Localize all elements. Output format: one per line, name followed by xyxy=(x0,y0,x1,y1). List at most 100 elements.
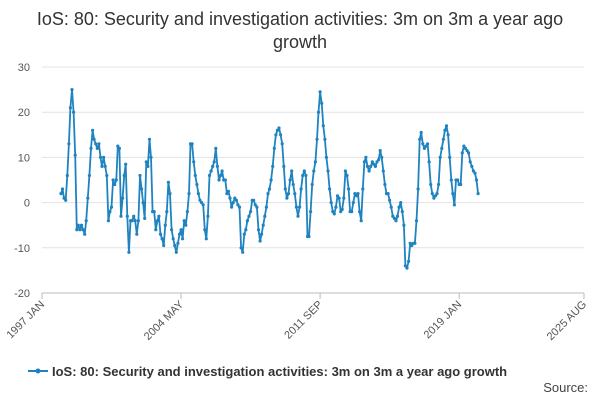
data-point xyxy=(75,228,79,232)
data-point xyxy=(116,144,120,148)
data-point xyxy=(182,219,186,223)
data-point xyxy=(225,192,229,196)
data-point xyxy=(283,187,287,191)
data-point xyxy=(127,250,131,254)
data-point xyxy=(271,164,275,168)
data-point xyxy=(286,192,291,196)
data-point xyxy=(136,219,140,223)
data-point xyxy=(114,178,118,182)
data-point xyxy=(378,149,382,153)
data-point xyxy=(256,228,261,232)
data-point xyxy=(377,158,381,162)
data-point xyxy=(448,155,452,159)
data-point xyxy=(62,196,66,200)
data-point xyxy=(135,232,139,236)
data-point xyxy=(337,196,341,200)
data-point xyxy=(323,137,327,141)
data-point xyxy=(285,196,289,200)
data-point xyxy=(245,219,249,223)
data-point xyxy=(196,192,200,196)
data-point xyxy=(92,137,96,141)
data-point xyxy=(280,142,284,146)
data-point xyxy=(291,182,295,187)
data-point xyxy=(146,164,150,168)
data-point xyxy=(212,160,216,164)
data-point xyxy=(185,210,189,214)
data-point xyxy=(334,205,338,209)
data-point xyxy=(140,187,144,191)
data-point xyxy=(91,128,95,132)
data-point xyxy=(383,182,387,187)
x-tick-label: 2011 SEP xyxy=(282,299,325,342)
data-point xyxy=(405,266,409,270)
data-point xyxy=(103,164,107,168)
data-point xyxy=(97,142,101,146)
data-point xyxy=(113,182,117,187)
x-tick-label: 2025 AUG xyxy=(545,299,589,343)
data-point xyxy=(353,192,357,196)
data-point xyxy=(117,146,121,150)
data-point xyxy=(335,194,340,198)
data-point xyxy=(421,142,425,146)
data-point xyxy=(391,214,395,218)
data-point xyxy=(143,216,147,220)
data-point xyxy=(274,133,278,137)
data-point xyxy=(124,162,128,166)
data-point xyxy=(168,192,172,196)
data-point xyxy=(465,149,469,153)
data-point xyxy=(446,133,450,137)
legend: IoS: 80: Security and investigation acti… xyxy=(28,364,507,379)
data-point xyxy=(318,90,322,94)
data-point xyxy=(83,232,87,236)
data-point xyxy=(84,219,88,223)
data-point xyxy=(187,192,191,196)
data-point xyxy=(315,137,319,141)
data-point xyxy=(132,214,136,218)
data-point xyxy=(449,178,453,182)
data-point xyxy=(301,173,305,178)
data-point xyxy=(418,137,422,141)
data-point xyxy=(328,187,332,191)
data-point xyxy=(380,155,384,159)
data-point xyxy=(309,210,313,214)
data-point xyxy=(331,210,335,214)
data-point xyxy=(359,219,363,223)
data-point xyxy=(147,137,152,141)
data-point xyxy=(79,223,84,227)
source-label: Source: xyxy=(543,380,588,395)
data-point xyxy=(209,169,213,173)
data-point xyxy=(414,219,419,223)
data-point xyxy=(144,160,148,164)
data-point xyxy=(435,192,439,196)
data-point xyxy=(463,146,468,150)
data-point xyxy=(441,137,445,141)
data-point xyxy=(351,201,355,205)
data-point xyxy=(177,232,182,236)
data-point xyxy=(241,250,245,254)
data-point xyxy=(220,169,224,173)
data-point xyxy=(157,214,161,218)
data-point xyxy=(444,124,449,128)
data-point xyxy=(234,198,238,202)
data-point xyxy=(468,160,472,164)
data-point xyxy=(119,214,123,218)
data-point xyxy=(73,153,77,157)
series-layer xyxy=(59,88,480,270)
data-point xyxy=(340,207,344,211)
data-point xyxy=(324,155,328,159)
data-point xyxy=(407,259,411,263)
data-point xyxy=(389,205,393,209)
data-point xyxy=(67,142,71,146)
data-point xyxy=(122,173,126,178)
data-point xyxy=(239,246,243,250)
data-point xyxy=(350,210,354,214)
data-point xyxy=(260,232,264,236)
data-point xyxy=(236,203,240,207)
data-point xyxy=(261,223,265,227)
data-point xyxy=(422,146,426,150)
data-point xyxy=(121,196,125,200)
data-point xyxy=(149,155,153,159)
data-point xyxy=(223,178,227,182)
data-point xyxy=(109,205,114,209)
